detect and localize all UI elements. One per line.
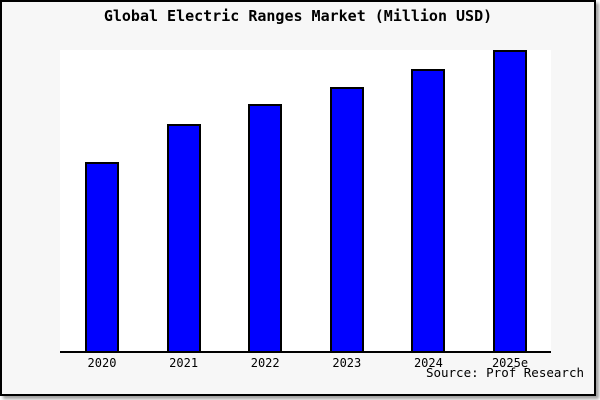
bar-2024 (411, 68, 446, 351)
chart-title: Global Electric Ranges Market (Million U… (103, 7, 493, 25)
bar-2023 (329, 87, 364, 351)
x-tick-label-2025e: 2025e (491, 356, 529, 370)
x-tick-label-2020: 2020 (87, 356, 117, 370)
plot-area (60, 50, 551, 353)
x-tick-label-2024: 2024 (413, 356, 443, 370)
bar-2022 (248, 104, 283, 351)
bar-2020 (85, 161, 119, 351)
x-tick-label-2021: 2021 (169, 356, 199, 370)
bar-2021 (166, 124, 201, 351)
bar-2025e (493, 50, 527, 351)
x-tick-label-2023: 2023 (332, 356, 362, 370)
x-axis-labels: 2020 2021 2022 2023 2024 2025e (60, 356, 551, 372)
x-tick-label-2022: 2022 (250, 356, 280, 370)
source-note: Source: Prof Research (425, 365, 584, 380)
